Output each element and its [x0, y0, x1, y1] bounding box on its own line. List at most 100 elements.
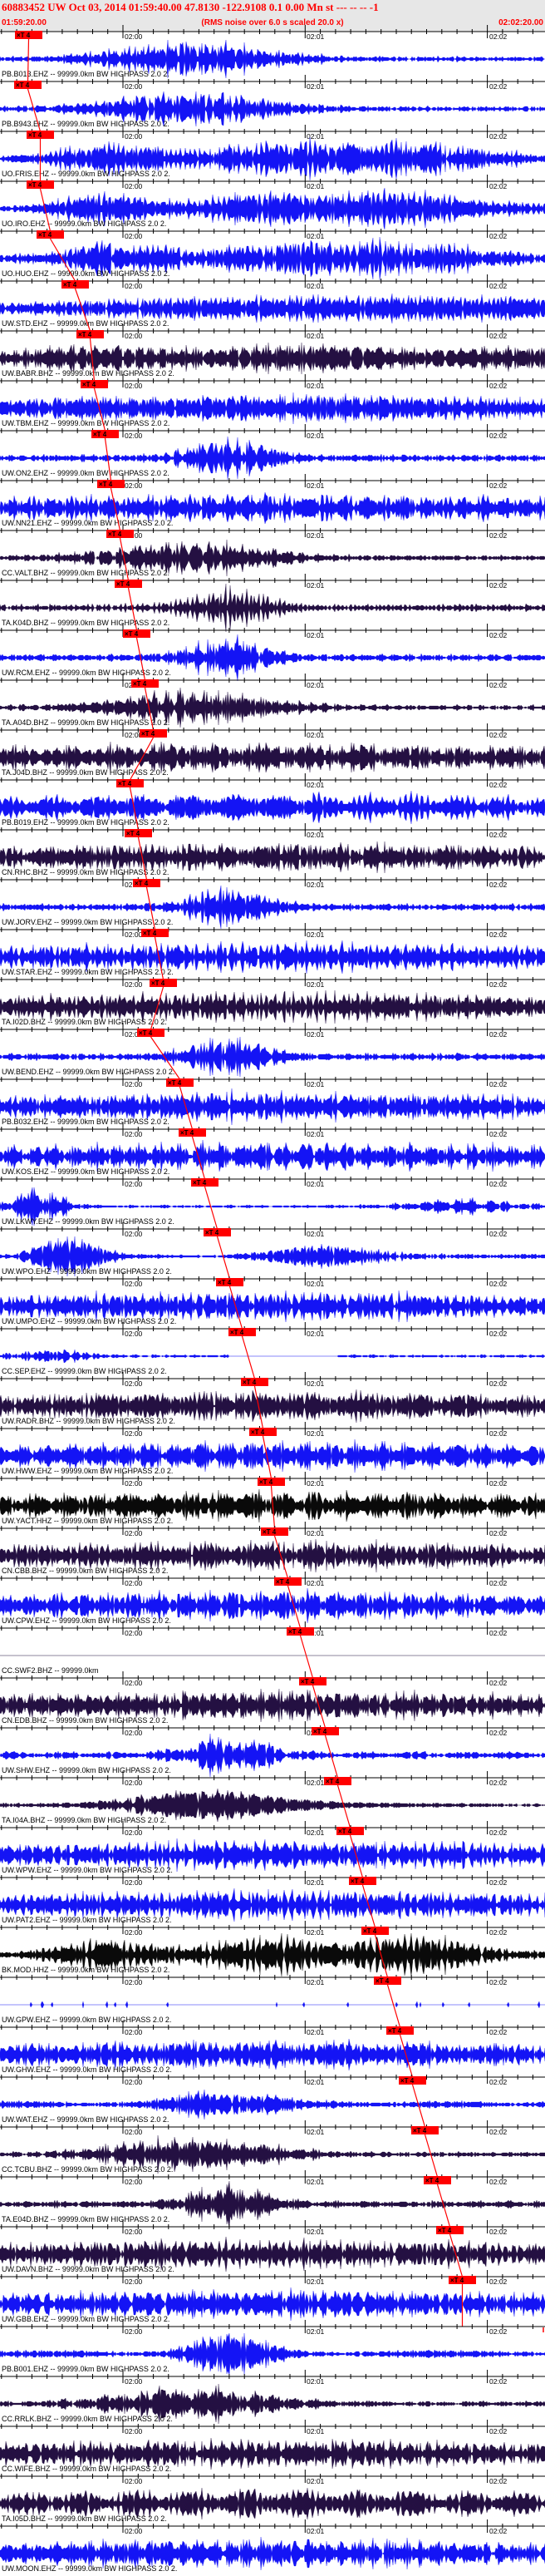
svg-text:TA.I04A.BHZ -- 99999.0km BW H: TA.I04A.BHZ -- 99999.0km BW HIGHPASS 2.0… [2, 1816, 166, 1824]
svg-text:×T 4: ×T 4 [243, 1379, 257, 1386]
svg-text:UW.CPW.EHZ -- 99999.0km BW HI: UW.CPW.EHZ -- 99999.0km BW HIGHPASS 2.0 … [2, 1616, 171, 1625]
svg-text:02:00: 02:00 [125, 432, 143, 440]
svg-text:UW.BEND.EHZ -- 99999.0km BW H: UW.BEND.EHZ -- 99999.0km BW HIGHPASS 2.0… [2, 1068, 174, 1076]
svg-text:60883452 UW Oct 03, 2014 01:59: 60883452 UW Oct 03, 2014 01:59:40.00 47.… [2, 1, 379, 13]
svg-text:×T 4: ×T 4 [93, 431, 107, 438]
svg-text:02:00: 02:00 [125, 1629, 143, 1637]
svg-text:02:02: 02:02 [489, 881, 508, 889]
svg-text:02:02: 02:02 [489, 831, 508, 839]
svg-text:02:01: 02:01 [307, 2377, 325, 2386]
svg-text:02:02: 02:02 [489, 731, 508, 739]
svg-text:02:02: 02:02 [489, 2128, 508, 2136]
svg-text:02:01: 02:01 [307, 2277, 325, 2286]
svg-text:02:02: 02:02 [489, 382, 508, 390]
svg-text:02:01: 02:01 [307, 481, 325, 490]
svg-text:UW.TBM.EHZ -- 99999.0km BW HI: UW.TBM.EHZ -- 99999.0km BW HIGHPASS 2.0 … [2, 419, 169, 427]
svg-text:02:01: 02:01 [307, 531, 325, 540]
svg-text:×T 4: ×T 4 [151, 980, 165, 987]
svg-text:02:01: 02:01 [307, 1479, 325, 1488]
svg-text:02:00: 02:00 [125, 481, 143, 490]
svg-text:02:00: 02:00 [125, 2178, 143, 2186]
svg-text:02:00: 02:00 [125, 1779, 143, 1787]
svg-text:×T 4: ×T 4 [276, 1578, 290, 1586]
svg-text:02:00: 02:00 [125, 1429, 143, 1438]
svg-text:02:01: 02:01 [307, 1130, 325, 1138]
svg-text:02:02: 02:02 [489, 1828, 508, 1837]
svg-text:02:01: 02:01 [307, 1080, 325, 1088]
svg-text:02:02: 02:02 [489, 1629, 508, 1637]
svg-text:02:02: 02:02 [489, 1230, 508, 1238]
svg-text:×T 4: ×T 4 [63, 281, 77, 289]
svg-text:TA.E04D.BHZ -- 99999.0km BW H: TA.E04D.BHZ -- 99999.0km BW HIGHPASS 2.0… [2, 2215, 169, 2223]
svg-text:UW.ON2.EHZ -- 99999.0km BW HI: UW.ON2.EHZ -- 99999.0km BW HIGHPASS 2.0 … [2, 469, 169, 477]
svg-text:02:02: 02:02 [489, 2377, 508, 2386]
svg-text:02:02: 02:02 [489, 1330, 508, 1338]
svg-text:02:02: 02:02 [489, 2178, 508, 2186]
svg-text:02:01: 02:01 [307, 2477, 325, 2485]
svg-text:02:02: 02:02 [489, 1080, 508, 1088]
svg-text:02:01: 02:01 [307, 332, 325, 340]
svg-text:UW.DAVN.BHZ -- 99999.0km BW H: UW.DAVN.BHZ -- 99999.0km BW HIGHPASS 2.0… [2, 2265, 174, 2273]
svg-text:02:00: 02:00 [125, 2128, 143, 2136]
svg-text:UW.KOS.EHZ -- 99999.0km BW HI: UW.KOS.EHZ -- 99999.0km BW HIGHPASS 2.0 … [2, 1167, 169, 1176]
svg-text:×T 4: ×T 4 [326, 1778, 340, 1785]
svg-text:02:01: 02:01 [307, 432, 325, 440]
svg-text:02:02: 02:02 [489, 1180, 508, 1188]
svg-text:02:01: 02:01 [307, 1828, 325, 1837]
svg-text:02:01: 02:01 [307, 1529, 325, 1537]
svg-text:02:02: 02:02 [489, 82, 508, 91]
svg-text:02:00: 02:00 [125, 282, 143, 290]
svg-text:02:02: 02:02 [489, 1030, 508, 1039]
svg-text:×T 4: ×T 4 [126, 830, 140, 837]
svg-text:02:01: 02:01 [307, 382, 325, 390]
svg-text:CC.TCBU.BHZ -- 99999.0km BW H: CC.TCBU.BHZ -- 99999.0km BW HIGHPASS 2.0… [2, 2165, 173, 2174]
svg-text:02:01: 02:01 [307, 831, 325, 839]
svg-text:UW.PAT2.EHZ -- 99999.0km BW H: UW.PAT2.EHZ -- 99999.0km BW HIGHPASS 2.0… [2, 1916, 172, 1924]
svg-text:02:02: 02:02 [489, 980, 508, 989]
svg-text:UW.MOON.EHZ -- 99999.0km BW H: UW.MOON.EHZ -- 99999.0km BW HIGHPASS 2.0… [2, 2564, 177, 2573]
svg-text:BK.MOD.HHZ -- 99999.0km BW HI: BK.MOD.HHZ -- 99999.0km BW HIGHPASS 2.0 … [2, 1966, 169, 1974]
svg-text:02:00: 02:00 [125, 2078, 143, 2086]
svg-text:02:00: 02:00 [125, 32, 143, 41]
svg-text:×T 4: ×T 4 [425, 2177, 439, 2184]
svg-text:01:59:20.00: 01:59:20.00 [2, 18, 47, 27]
svg-text:02:00: 02:00 [125, 2477, 143, 2485]
svg-text:×T 4: ×T 4 [313, 1728, 327, 1735]
svg-text:TA.J04D.BHZ -- 99999.0km BW H: TA.J04D.BHZ -- 99999.0km BW HIGHPASS 2.0… [2, 768, 169, 777]
svg-text:UW.NN21.EHZ -- 99999.0km BW H: UW.NN21.EHZ -- 99999.0km BW HIGHPASS 2.0… [2, 519, 173, 527]
svg-text:02:02: 02:02 [489, 1779, 508, 1787]
svg-text:02:00: 02:00 [125, 2527, 143, 2535]
svg-text:×T 4: ×T 4 [28, 181, 42, 189]
svg-text:02:00: 02:00 [125, 1180, 143, 1188]
svg-text:02:00: 02:00 [125, 1529, 143, 1537]
svg-text:02:02: 02:02 [489, 2527, 508, 2535]
svg-text:UW.HWW.EHZ -- 99999.0km BW HI: UW.HWW.EHZ -- 99999.0km BW HIGHPASS 2.0 … [2, 1467, 173, 1475]
svg-text:02:00: 02:00 [125, 232, 143, 240]
svg-text:02:01: 02:01 [307, 132, 325, 141]
svg-text:02:00: 02:00 [125, 1978, 143, 1986]
svg-text:CC.RRLK.BHZ -- 99999.0km BW H: CC.RRLK.BHZ -- 99999.0km BW HIGHPASS 2.0… [2, 2415, 173, 2423]
svg-text:×T 4: ×T 4 [263, 1528, 277, 1536]
svg-text:UW.STD.EHZ -- 99999.0km BW HI: UW.STD.EHZ -- 99999.0km BW HIGHPASS 2.0 … [2, 319, 169, 328]
svg-text:×T 4: ×T 4 [301, 1678, 315, 1685]
svg-text:02:02: 02:02 [489, 182, 508, 190]
svg-text:02:01: 02:01 [307, 1878, 325, 1887]
svg-text:UW.GBB.EHZ -- 99999.0km BW HI: UW.GBB.EHZ -- 99999.0km BW HIGHPASS 2.0 … [2, 2315, 169, 2323]
svg-text:02:01: 02:01 [307, 1230, 325, 1238]
svg-text:×T 4: ×T 4 [16, 81, 30, 89]
svg-text:02:01: 02:01 [307, 32, 325, 41]
svg-text:×T 4: ×T 4 [82, 381, 96, 388]
svg-text:02:02:20.00: 02:02:20.00 [498, 18, 543, 27]
svg-text:UO.FRIS.EHZ -- 99999.0km BW H: UO.FRIS.EHZ -- 99999.0km BW HIGHPASS 2.0… [2, 170, 170, 178]
svg-text:02:02: 02:02 [489, 1928, 508, 1937]
svg-text:CN.RHC.BHZ -- 99999.0km BW HI: CN.RHC.BHZ -- 99999.0km BW HIGHPASS 2.0 … [2, 868, 169, 876]
svg-text:×T 4: ×T 4 [135, 880, 149, 887]
svg-text:02:01: 02:01 [307, 2527, 325, 2535]
svg-text:02:01: 02:01 [307, 232, 325, 240]
svg-text:02:00: 02:00 [125, 1379, 143, 1388]
svg-text:02:02: 02:02 [489, 32, 508, 41]
svg-text:×T 4: ×T 4 [388, 2027, 402, 2035]
svg-text:02:01: 02:01 [307, 1978, 325, 1986]
svg-text:02:02: 02:02 [489, 581, 508, 590]
svg-text:02:02: 02:02 [489, 2228, 508, 2236]
